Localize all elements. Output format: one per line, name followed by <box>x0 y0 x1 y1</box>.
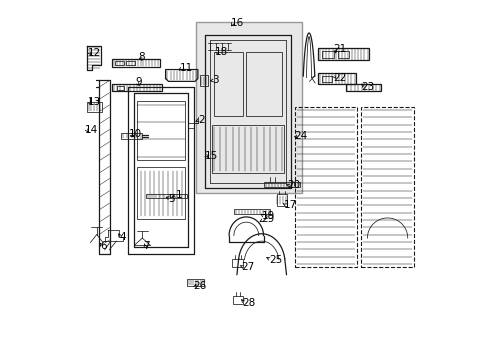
Text: 17: 17 <box>284 200 297 210</box>
Text: 8: 8 <box>139 52 145 62</box>
Text: 13: 13 <box>87 97 101 107</box>
Bar <box>199 75 207 86</box>
Bar <box>321 76 332 82</box>
Text: 6: 6 <box>100 241 107 251</box>
Bar <box>212 125 284 173</box>
Bar <box>112 59 160 67</box>
Text: 16: 16 <box>231 18 244 28</box>
Bar <box>360 107 413 267</box>
Text: 28: 28 <box>242 298 255 308</box>
Bar <box>322 51 333 58</box>
Bar <box>145 194 187 198</box>
Text: 11: 11 <box>180 63 193 73</box>
Bar <box>121 134 142 139</box>
Text: 12: 12 <box>87 48 101 58</box>
Bar <box>112 84 162 91</box>
Bar <box>117 86 124 90</box>
Text: 24: 24 <box>293 131 306 141</box>
Bar <box>196 22 301 193</box>
Bar <box>317 73 356 84</box>
Bar <box>234 210 270 215</box>
Text: 3: 3 <box>212 75 219 85</box>
Text: 21: 21 <box>333 44 346 54</box>
Text: 22: 22 <box>333 73 346 83</box>
Bar <box>231 259 243 267</box>
Text: 9: 9 <box>135 77 142 87</box>
Bar <box>264 182 300 187</box>
Bar <box>137 101 185 160</box>
Text: 10: 10 <box>129 129 142 139</box>
Text: 27: 27 <box>241 262 254 272</box>
Bar <box>187 279 204 286</box>
Text: 19: 19 <box>261 211 274 221</box>
Bar <box>295 107 356 267</box>
Text: 2: 2 <box>198 115 204 125</box>
Text: 29: 29 <box>261 215 274 224</box>
Text: 23: 23 <box>360 82 373 92</box>
Text: 18: 18 <box>215 46 228 57</box>
Text: 26: 26 <box>193 281 206 291</box>
Bar <box>276 194 286 206</box>
Text: 7: 7 <box>143 241 150 251</box>
Text: 14: 14 <box>85 125 98 135</box>
Bar <box>115 60 123 65</box>
Bar <box>345 84 381 91</box>
Text: 5: 5 <box>168 194 174 204</box>
Text: 4: 4 <box>119 232 125 242</box>
Text: 1: 1 <box>175 190 182 200</box>
Bar <box>246 51 282 116</box>
Bar <box>337 51 348 58</box>
Bar <box>214 51 242 116</box>
Bar <box>126 60 135 65</box>
Bar <box>233 296 243 304</box>
Bar <box>137 167 185 220</box>
Text: 15: 15 <box>204 150 217 161</box>
Text: 20: 20 <box>287 180 300 190</box>
Bar <box>317 48 368 60</box>
Text: 25: 25 <box>268 255 282 265</box>
Bar <box>86 102 102 112</box>
